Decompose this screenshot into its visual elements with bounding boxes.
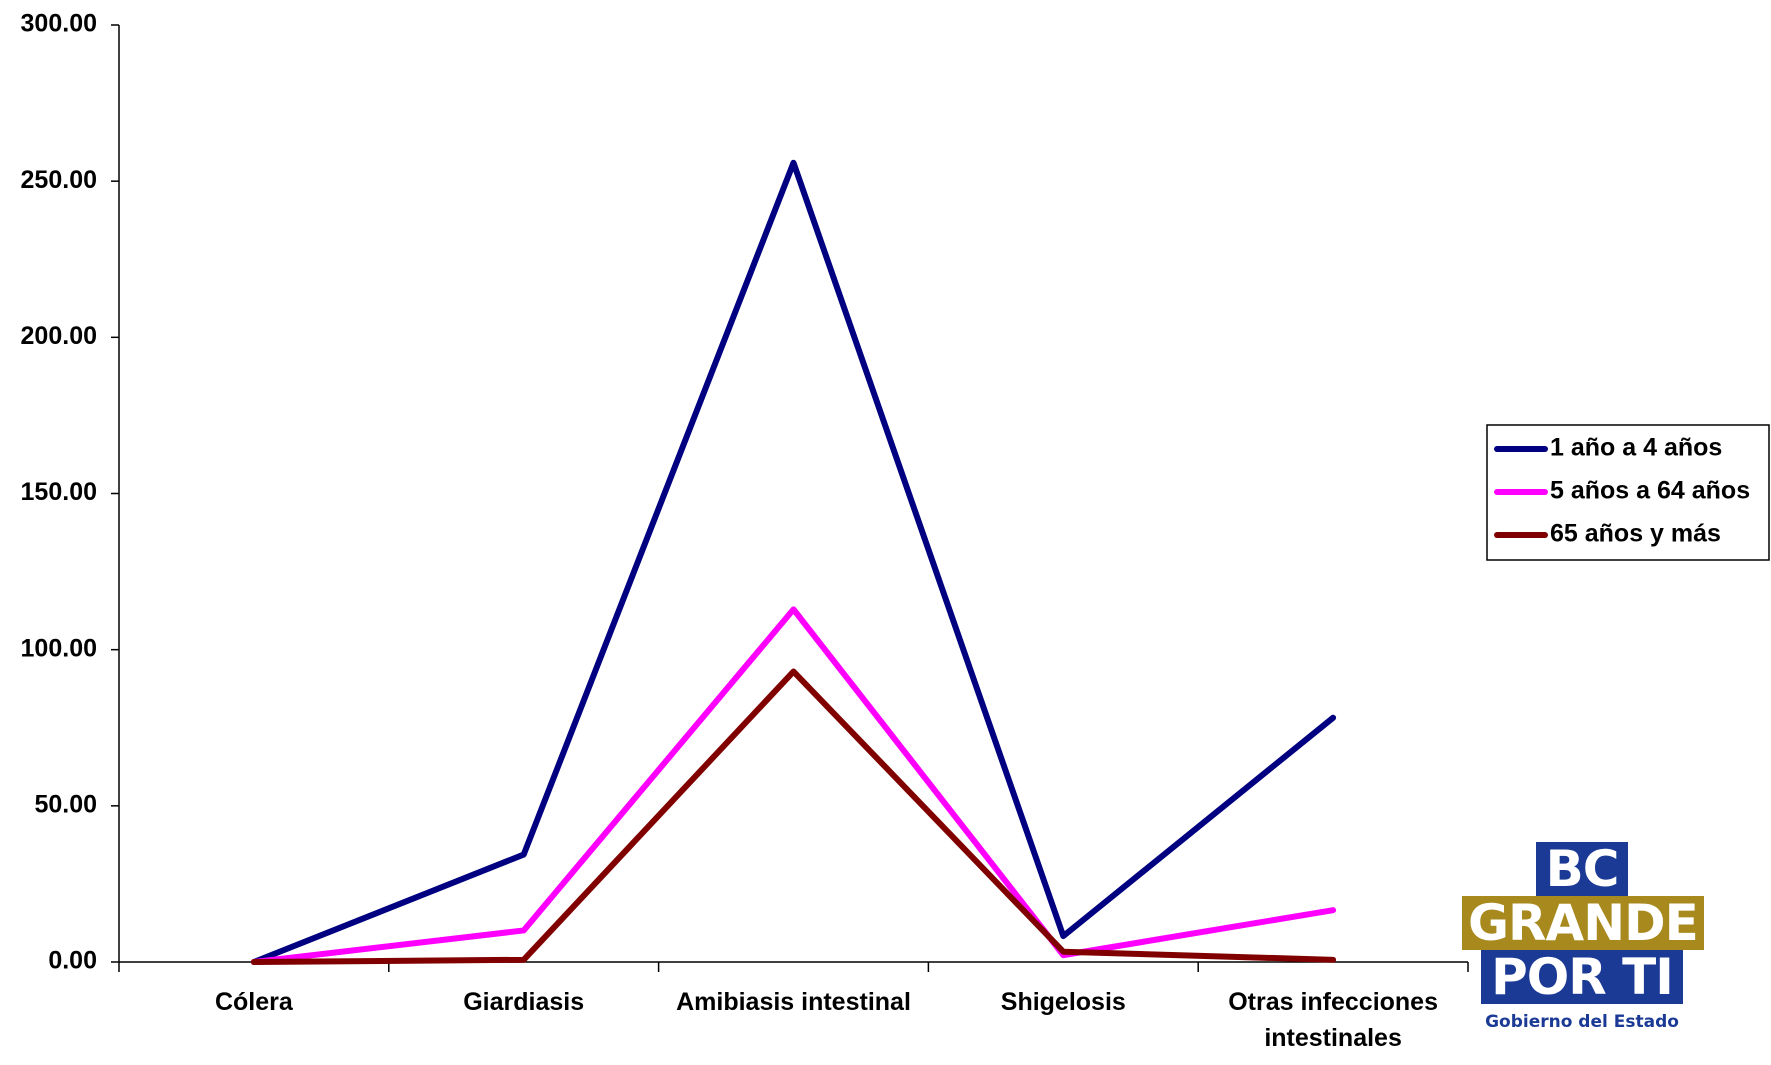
x-tick-label: Shigelosis — [1000, 988, 1126, 1016]
x-tick-label: Cólera — [214, 988, 293, 1016]
y-tick-label: 50.00 — [34, 790, 97, 818]
x-tick-label: Giardiasis — [463, 988, 585, 1016]
series-line — [250, 606, 1337, 965]
y-tick-label: 250.00 — [21, 166, 97, 194]
legend-label: 1 año a 4 años — [1550, 434, 1722, 462]
x-tick-label: Otras infecciones intestinales — [1228, 988, 1438, 1052]
y-tick-label: 150.00 — [21, 478, 97, 506]
logo-caption: Gobierno del Estado — [1485, 1012, 1679, 1032]
logo: BC GRANDE POR TI Gobierno del Estado — [1462, 842, 1704, 1032]
y-tick-label: 100.00 — [21, 634, 97, 662]
x-tick-label: Amibiasis intestinal — [676, 988, 911, 1016]
series-line — [250, 159, 1337, 965]
logo-line: GRANDE — [1462, 896, 1704, 950]
series-line — [250, 668, 1337, 965]
logo-line: BC — [1535, 842, 1629, 896]
logo-line: POR TI — [1481, 950, 1683, 1004]
y-tick-label: 0.00 — [48, 947, 97, 975]
legend-label: 65 años y más — [1550, 520, 1721, 548]
y-tick-label: 200.00 — [21, 322, 97, 350]
y-tick-label: 300.00 — [21, 10, 97, 38]
legend-label: 5 años a 64 años — [1550, 477, 1750, 505]
